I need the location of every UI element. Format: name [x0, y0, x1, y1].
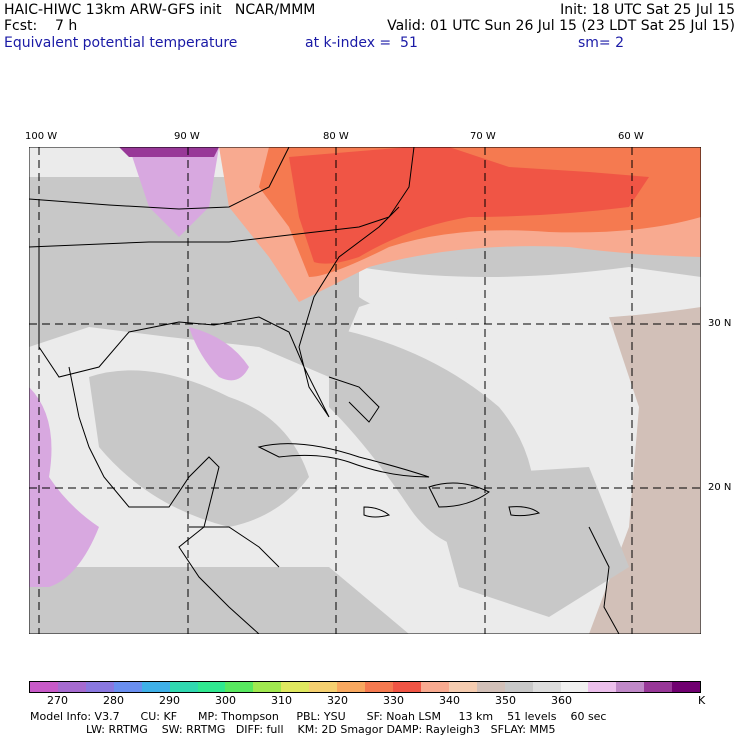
colorbar-swatch	[225, 682, 254, 692]
field-lavender-west	[29, 387, 99, 587]
field-gray-caribbean	[429, 467, 629, 617]
colorbar-swatch	[85, 682, 114, 692]
colorbar-swatch	[365, 682, 393, 692]
lat-label-20n: 20 N	[708, 482, 732, 493]
footer-model-info-1: Model Info: V3.7 CU: KF MP: Thompson PBL…	[30, 710, 607, 723]
header-init-time: Init: 18 UTC Sat 25 Jul 15	[560, 2, 735, 18]
field-name: Equivalent potential temperature	[4, 35, 238, 51]
header-valid-time: Valid: 01 UTC Sun 26 Jul 15 (23 LDT Sat …	[387, 18, 735, 34]
colorbar-swatch	[504, 682, 533, 692]
lon-label-60w: 60 W	[618, 131, 644, 142]
field-light-strip	[359, 267, 701, 321]
lon-label-70w: 70 W	[470, 131, 496, 142]
lat-label-30n: 30 N	[708, 318, 732, 329]
field-gray-south	[29, 567, 409, 634]
colorbar	[29, 681, 701, 693]
colorbar-swatch	[588, 682, 617, 692]
theta-e-map	[29, 147, 701, 634]
colorbar-label-280: 280	[103, 694, 124, 707]
colorbar-swatch	[169, 682, 198, 692]
colorbar-swatch	[337, 682, 366, 692]
coastlines	[29, 147, 620, 634]
colorbar-swatch	[532, 682, 561, 692]
colorbar-swatch	[644, 682, 673, 692]
colorbar-swatch	[30, 682, 58, 692]
field-tan-east	[589, 227, 701, 634]
colorbar-swatch	[448, 682, 477, 692]
graticule	[29, 147, 701, 634]
colorbar-label-340: 340	[439, 694, 460, 707]
footer-model-info-2: LW: RRTMG SW: RRTMG DIFF: full KM: 2D Sm…	[30, 723, 556, 736]
colorbar-swatch	[560, 682, 589, 692]
colorbar-swatch	[197, 682, 226, 692]
colorbar-swatch	[141, 682, 170, 692]
colorbar-label-310: 310	[271, 694, 292, 707]
header-model-title: HAIC-HIWC 13km ARW-GFS init NCAR/MMM	[4, 2, 316, 18]
field-purple-north	[119, 147, 219, 157]
colorbar-swatch	[281, 682, 310, 692]
colorbar-swatch	[420, 682, 449, 692]
colorbar-label-290: 290	[159, 694, 180, 707]
colorbar-label-300: 300	[215, 694, 236, 707]
colorbar-label-270: 270	[47, 694, 68, 707]
colorbar-swatch	[113, 682, 142, 692]
colorbar-swatch	[616, 682, 645, 692]
field-salmon-core	[289, 147, 649, 264]
colorbar-label-330: 330	[383, 694, 404, 707]
colorbar-swatch	[672, 682, 701, 692]
field-lavender-north	[129, 147, 219, 237]
header-forecast-hour: Fcst: 7 h	[4, 18, 78, 34]
colorbar-swatch	[476, 682, 505, 692]
colorbar-swatch	[253, 682, 282, 692]
colorbar-label-350: 350	[495, 694, 516, 707]
lon-label-80w: 80 W	[323, 131, 349, 142]
colorbar-swatch	[309, 682, 338, 692]
smoothing-label: sm= 2	[578, 35, 625, 51]
k-index-label: at k-index = 51	[305, 35, 418, 51]
lon-label-100w: 100 W	[25, 131, 58, 142]
colorbar-swatch	[392, 682, 421, 692]
colorbar-label-320: 320	[327, 694, 348, 707]
colorbar-units: K	[698, 694, 706, 707]
field-lavender-gulf	[189, 327, 249, 381]
colorbar-label-360: 360	[551, 694, 572, 707]
lon-label-90w: 90 W	[174, 131, 200, 142]
colorbar-swatch	[57, 682, 86, 692]
